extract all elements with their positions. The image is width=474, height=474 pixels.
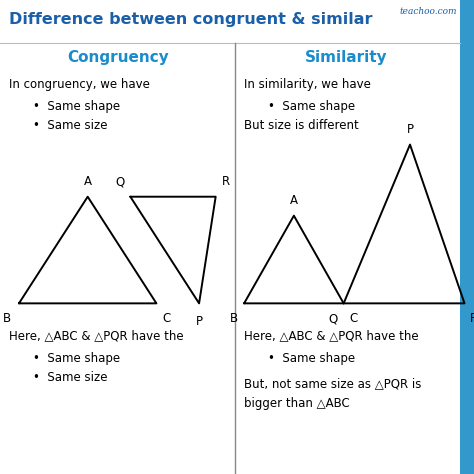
Text: •  Same size: • Same size (33, 119, 108, 132)
Text: •  Same shape: • Same shape (268, 100, 355, 113)
Text: bigger than △ABC: bigger than △ABC (244, 397, 350, 410)
Text: A: A (84, 175, 91, 188)
Text: Similarity: Similarity (305, 50, 387, 65)
Text: Q: Q (328, 312, 338, 325)
Text: A: A (290, 194, 298, 207)
Text: Q: Q (115, 175, 125, 188)
Text: teachoo.com: teachoo.com (400, 7, 457, 16)
Text: •  Same shape: • Same shape (33, 100, 120, 113)
Text: But size is different: But size is different (244, 119, 359, 132)
Text: B: B (229, 312, 238, 325)
Text: In similarity, we have: In similarity, we have (244, 78, 371, 91)
Text: •  Same shape: • Same shape (33, 352, 120, 365)
Text: In congruency, we have: In congruency, we have (9, 78, 150, 91)
Bar (460, 0, 474, 474)
Text: •  Same shape: • Same shape (268, 352, 355, 365)
Text: But, not same size as △PQR is: But, not same size as △PQR is (244, 377, 421, 390)
Text: Congruency: Congruency (68, 50, 169, 65)
Text: B: B (3, 312, 11, 325)
Text: R: R (222, 175, 230, 188)
Text: R: R (470, 312, 474, 325)
Text: C: C (163, 312, 171, 325)
Text: Here, △ABC & △PQR have the: Here, △ABC & △PQR have the (9, 329, 184, 342)
Text: •  Same size: • Same size (33, 371, 108, 383)
Text: P: P (196, 315, 202, 328)
Text: P: P (407, 123, 413, 136)
Text: Here, △ABC & △PQR have the: Here, △ABC & △PQR have the (244, 329, 419, 342)
Text: Difference between congruent & similar: Difference between congruent & similar (9, 12, 373, 27)
Text: C: C (349, 312, 357, 325)
